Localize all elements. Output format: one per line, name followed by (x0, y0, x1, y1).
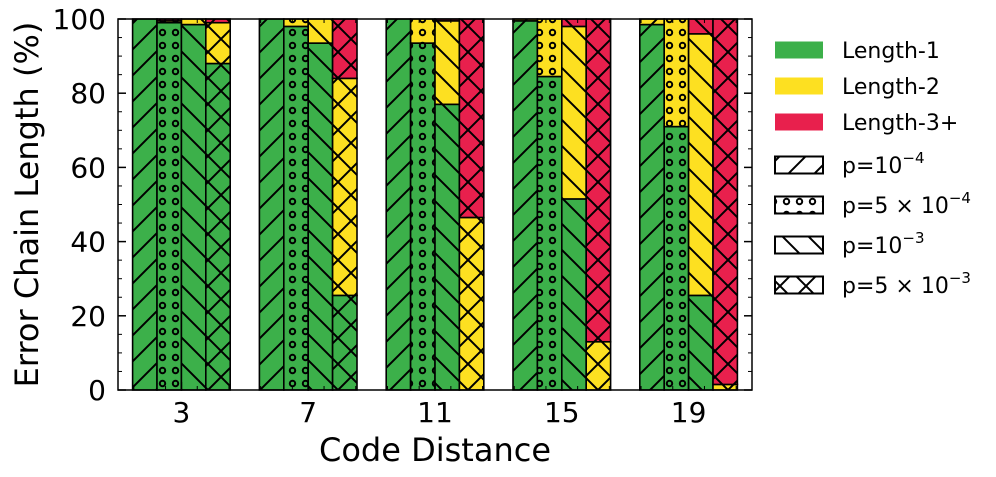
bar-segment-d11-4-length-2 (458, 216, 485, 391)
y-axis-label: Error Chain Length (%) (8, 22, 46, 388)
legend-item-error-rate-2: p=5 × 10−4 (774, 189, 971, 219)
x-tick-label: 15 (544, 396, 580, 429)
legend-label: p=5 × 10−4 (842, 189, 971, 219)
legend-hatch-swatch (774, 155, 824, 175)
legend-label: Length-3+ (842, 111, 958, 136)
bar-segment-d7-3-length-2 (307, 18, 334, 44)
bar-segment-d15-1-length-1 (512, 20, 539, 391)
bar-segment-d11-2-length-1 (409, 42, 436, 391)
bar-segment-d3-4-length-2 (205, 21, 232, 65)
bar-segment-d15-3-length-3- (560, 18, 587, 28)
legend-label: Length-2 (842, 75, 940, 100)
bar-segment-d15-3-length-1 (560, 198, 587, 391)
y-tick-label: 60 (70, 151, 106, 184)
bar-segment-d3-2-length-1 (156, 21, 183, 391)
bar-segment-d19-4-length-2 (712, 383, 739, 391)
bar-segment-d7-2-length-1 (282, 25, 309, 391)
x-tick-label: 11 (417, 396, 453, 429)
bar-segment-d19-3-length-1 (687, 294, 714, 391)
bars-group (131, 18, 739, 391)
bar-segment-d19-1-length-2 (638, 18, 665, 26)
legend-label-base: p=10 (842, 234, 902, 259)
y-tick-label: 0 (88, 374, 106, 407)
legend-hatch-swatch (774, 275, 824, 295)
bar-segment-d11-3-length-2 (434, 20, 461, 106)
bar-segment-d19-4-length-3- (712, 18, 739, 386)
legend-label-base: p=10 (842, 154, 902, 179)
legend-label: p=10−4 (842, 149, 925, 179)
y-tick-label: 40 (70, 226, 106, 259)
bar-segment-d15-3-length-2 (560, 25, 587, 200)
bar-segment-d7-3-length-1 (307, 42, 334, 391)
y-tick-label: 20 (70, 300, 106, 333)
bar-segment-d11-2-length-2 (409, 18, 436, 44)
legend-item-error-rate-4: p=5 × 10−3 (774, 269, 971, 299)
bar-segment-d3-3-length-1 (180, 23, 207, 391)
bar-segment-d19-2-length-1 (663, 125, 690, 391)
legend-hatch-swatch (774, 195, 824, 215)
legend-item-error-rate-1: p=10−4 (774, 149, 925, 179)
bar-segment-d7-2-length-2 (282, 18, 309, 28)
legend-label: Length-1 (842, 39, 940, 64)
legend-swatch (775, 41, 823, 59)
bar-segment-d11-1-length-1 (385, 18, 412, 391)
bar-segment-d15-2-length-2 (536, 18, 563, 78)
legend-label-exponent: −3 (949, 269, 971, 287)
legend-label: p=5 × 10−3 (842, 269, 971, 299)
bar-segment-d19-3-length-2 (687, 33, 714, 297)
bar-segment-d15-2-length-1 (536, 75, 563, 391)
legend-item-length-1: Length-1 (775, 39, 940, 64)
y-tick-label: 100 (53, 3, 106, 36)
bar-segment-d7-4-length-3- (331, 18, 358, 80)
bar-segment-d3-3-length-2 (180, 18, 207, 26)
legend-label-base: p=5 × 10 (842, 194, 949, 219)
legend-item-length-2: Length-2 (775, 75, 940, 100)
bar-segment-d11-3-length-1 (434, 103, 461, 391)
legend-label-exponent: −4 (902, 149, 924, 167)
y-tick-label: 80 (70, 77, 106, 110)
bar-segment-d15-4-length-3- (585, 18, 612, 343)
bar-segment-d19-1-length-1 (638, 23, 665, 391)
bar-segment-d19-3-length-3- (687, 18, 714, 35)
bar-segment-d11-4-length-3- (458, 18, 485, 219)
x-tick-label: 19 (671, 396, 707, 429)
legend-label: p=10−3 (842, 229, 925, 259)
legend-label-exponent: −3 (902, 229, 924, 247)
x-axis-label: Code Distance (319, 431, 551, 469)
bar-segment-d15-4-length-2 (585, 340, 612, 391)
bar-segment-d3-1-length-1 (131, 18, 158, 391)
legend-label-exponent: −4 (949, 189, 971, 207)
bar-segment-d7-1-length-1 (258, 18, 285, 391)
legend-hatch-swatch (774, 235, 824, 255)
bar-segment-d19-2-length-2 (663, 18, 690, 128)
bar-segment-d3-4-length-1 (205, 62, 232, 391)
legend-item-error-rate-3: p=10−3 (774, 229, 925, 259)
legend-item-length-3-: Length-3+ (775, 111, 958, 136)
legend-swatch (775, 113, 823, 131)
x-tick-label: 7 (299, 396, 317, 429)
bar-segment-d7-4-length-2 (331, 77, 358, 297)
axes-group: 0 20 40 60 80 100 3 7 11 15 19 (53, 3, 752, 429)
x-tick-label: 3 (172, 396, 190, 429)
bar-segment-d7-4-length-1 (331, 294, 358, 391)
legend-swatch (775, 77, 823, 95)
legend-label-base: p=5 × 10 (842, 274, 949, 299)
